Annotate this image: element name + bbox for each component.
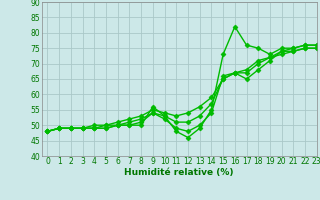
- X-axis label: Humidité relative (%): Humidité relative (%): [124, 168, 234, 177]
